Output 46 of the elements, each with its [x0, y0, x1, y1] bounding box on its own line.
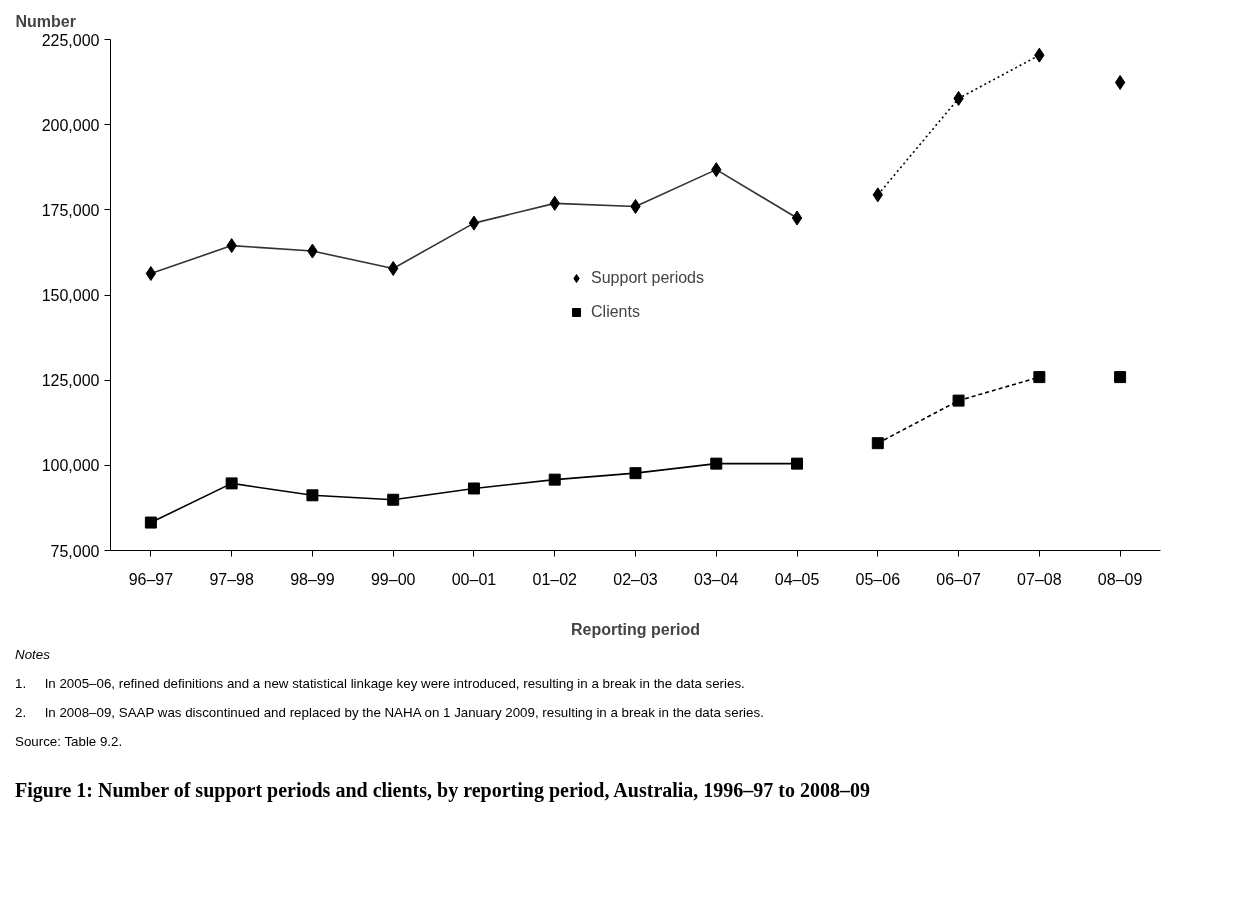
point: [871, 437, 884, 450]
y-tick-label: 100,000: [41, 457, 100, 475]
x-axis-title: Reporting period: [571, 620, 700, 638]
point: [225, 477, 238, 490]
text: Figure 1: Number of support periods and clients, by reporting period, Australia, 1996–97 to 2008–09: [15, 778, 871, 804]
x-tick-label: 02–03: [613, 570, 658, 588]
y-tick-label: 175,000: [41, 201, 100, 219]
point: [548, 473, 561, 486]
point: [387, 493, 400, 506]
y-tick-label: 75,000: [50, 542, 100, 560]
x-tick-label: 05–06: [855, 570, 901, 588]
x-tick-label: 01–02: [532, 570, 578, 588]
point: [306, 489, 319, 502]
source-note: Source: Table 9.2.: [15, 733, 124, 752]
y-tick-label: 225,000: [41, 31, 100, 49]
text: 2. In 2008–09, SAAP was discontinued and replaced by the NAHA on 1 January 2009, resulting in a break in the data series.: [15, 704, 764, 723]
x-tick-label: 96–97: [128, 570, 174, 588]
point: [1033, 371, 1046, 384]
point: [952, 394, 965, 407]
x-tick-label: 08–09: [1097, 570, 1143, 588]
y-tick-label: 150,000: [41, 287, 100, 304]
y-tick-label: 200,000: [41, 116, 100, 134]
y-axis-title: Number: [15, 12, 76, 30]
x-tick-label: 00–01: [451, 570, 497, 588]
point: [710, 457, 723, 470]
x-tick-label: 97–98: [209, 570, 254, 588]
point: [144, 516, 157, 529]
x-tick-label: 07–08: [1017, 570, 1062, 588]
x-tick-label: 04–05: [774, 570, 820, 588]
x-tick-label: 06–07: [936, 570, 981, 588]
legend-label: Clients: [591, 302, 640, 321]
x-tick-label: 99–00: [370, 570, 416, 588]
x-tick-label: 98–99: [290, 570, 335, 588]
point: [1114, 371, 1127, 384]
point: [467, 482, 480, 495]
y-tick-label: 125,000: [41, 372, 100, 390]
point: [468, 215, 480, 231]
point: [791, 457, 804, 470]
point: [791, 210, 803, 226]
point: [629, 467, 642, 480]
text: Notes: [15, 646, 51, 664]
legend-label: Support periods: [591, 268, 704, 287]
text: 1. In 2005–06, refined definitions and a new statistical linkage key were introduced, resulting in a break in the data series.: [15, 675, 746, 694]
point: [145, 266, 157, 282]
point: [1114, 74, 1126, 90]
x-tick-label: 03–04: [694, 570, 739, 588]
